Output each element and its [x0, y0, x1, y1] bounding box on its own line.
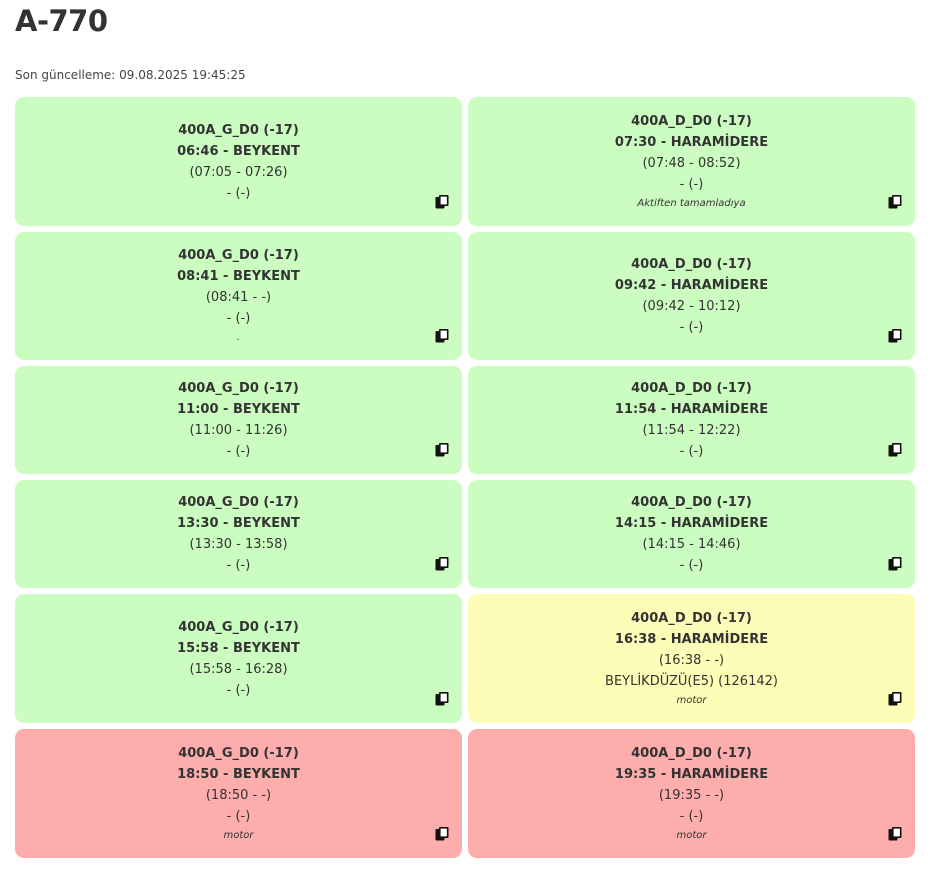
trip-note: Aktiften tamamladıya: [637, 197, 746, 209]
copy-icon[interactable]: [888, 692, 902, 706]
trip-vehicle: - (-): [679, 808, 704, 824]
trip-vehicle: - (-): [226, 682, 251, 698]
trip-note: motor: [223, 829, 254, 841]
trip-route: 400A_G_D0 (-17): [178, 122, 299, 138]
trip-actual-times: (19:35 - -): [658, 787, 725, 803]
trip-note: motor: [676, 694, 707, 706]
copy-icon[interactable]: [888, 195, 902, 209]
last-update-text: Son güncelleme: 09.08.2025 19:45:25: [15, 68, 246, 82]
trip-actual-times: (11:00 - 11:26): [189, 423, 288, 438]
copy-icon[interactable]: [888, 329, 902, 343]
trip-route: 400A_D_D0 (-17): [631, 610, 752, 626]
trip-route: 400A_G_D0 (-17): [178, 745, 299, 761]
copy-icon[interactable]: [435, 692, 449, 706]
trip-vehicle: - (-): [226, 444, 251, 459]
trip-vehicle: - (-): [679, 558, 704, 573]
copy-icon[interactable]: [888, 557, 902, 571]
trip-route: 400A_G_D0 (-17): [178, 619, 299, 635]
trip-vehicle: - (-): [226, 185, 251, 201]
trip-card[interactable]: 400A_G_D0 (-17) 15:58 - BEYKENT (15:58 -…: [15, 594, 462, 723]
copy-icon[interactable]: [888, 827, 902, 841]
trip-vehicle: - (-): [226, 558, 251, 573]
trip-grid: 400A_G_D0 (-17) 06:46 - BEYKENT (07:05 -…: [15, 97, 915, 864]
trip-departure: 11:00 - BEYKENT: [177, 402, 300, 417]
trip-card[interactable]: 400A_G_D0 (-17) 06:46 - BEYKENT (07:05 -…: [15, 97, 462, 226]
trip-route: 400A_D_D0 (-17): [631, 113, 752, 129]
trip-route: 400A_G_D0 (-17): [178, 495, 299, 510]
trip-actual-times: (15:58 - 16:28): [189, 661, 288, 677]
trip-actual-times: (07:05 - 07:26): [189, 164, 288, 180]
trip-vehicle: BEYLİKDÜZÜ(E5) (126142): [605, 673, 778, 689]
page-title: A-770: [15, 4, 108, 38]
copy-icon[interactable]: [435, 557, 449, 571]
trip-note: motor: [676, 829, 707, 841]
copy-icon[interactable]: [888, 443, 902, 457]
copy-icon[interactable]: [435, 195, 449, 209]
trip-departure: 18:50 - BEYKENT: [177, 766, 300, 782]
trip-card[interactable]: 400A_D_D0 (-17) 11:54 - HARAMİDERE (11:5…: [468, 366, 915, 474]
trip-actual-times: (11:54 - 12:22): [642, 423, 741, 438]
trip-card[interactable]: 400A_G_D0 (-17) 11:00 - BEYKENT (11:00 -…: [15, 366, 462, 474]
copy-icon[interactable]: [435, 443, 449, 457]
copy-icon[interactable]: [435, 827, 449, 841]
trip-departure: 06:46 - BEYKENT: [177, 143, 300, 159]
trip-actual-times: (13:30 - 13:58): [189, 537, 288, 552]
trip-actual-times: (08:41 - -): [205, 290, 272, 305]
trip-departure: 14:15 - HARAMİDERE: [614, 516, 769, 531]
trip-route: 400A_D_D0 (-17): [631, 745, 752, 761]
trip-route: 400A_G_D0 (-17): [178, 381, 299, 396]
trip-departure: 15:58 - BEYKENT: [177, 640, 300, 656]
trip-departure: 16:38 - HARAMİDERE: [614, 631, 769, 647]
trip-card[interactable]: 400A_D_D0 (-17) 14:15 - HARAMİDERE (14:1…: [468, 480, 915, 588]
trip-departure: 13:30 - BEYKENT: [177, 516, 300, 531]
trip-route: 400A_D_D0 (-17): [631, 495, 752, 510]
trip-actual-times: (07:48 - 08:52): [642, 155, 741, 171]
trip-actual-times: (16:38 - -): [658, 652, 725, 668]
trip-actual-times: (18:50 - -): [205, 787, 272, 803]
trip-departure: 19:35 - HARAMİDERE: [614, 766, 769, 782]
trip-note: .: [236, 332, 241, 343]
trip-vehicle: - (-): [226, 311, 251, 326]
trip-card[interactable]: 400A_G_D0 (-17) 08:41 - BEYKENT (08:41 -…: [15, 232, 462, 360]
trip-departure: 08:41 - BEYKENT: [177, 269, 300, 284]
trip-card[interactable]: 400A_D_D0 (-17) 07:30 - HARAMİDERE (07:4…: [468, 97, 915, 226]
trip-departure: 11:54 - HARAMİDERE: [614, 402, 769, 417]
trip-vehicle: - (-): [679, 444, 704, 459]
trip-route: 400A_D_D0 (-17): [631, 381, 752, 396]
trip-actual-times: (14:15 - 14:46): [642, 537, 741, 552]
trip-card[interactable]: 400A_D_D0 (-17) 09:42 - HARAMİDERE (09:4…: [468, 232, 915, 360]
trip-actual-times: (09:42 - 10:12): [642, 299, 741, 314]
trip-vehicle: - (-): [679, 176, 704, 192]
trip-departure: 09:42 - HARAMİDERE: [614, 278, 769, 293]
trip-card[interactable]: 400A_D_D0 (-17) 19:35 - HARAMİDERE (19:3…: [468, 729, 915, 858]
trip-card[interactable]: 400A_D_D0 (-17) 16:38 - HARAMİDERE (16:3…: [468, 594, 915, 723]
trip-vehicle: - (-): [679, 320, 704, 335]
trip-card[interactable]: 400A_G_D0 (-17) 13:30 - BEYKENT (13:30 -…: [15, 480, 462, 588]
trip-vehicle: - (-): [226, 808, 251, 824]
trip-departure: 07:30 - HARAMİDERE: [614, 134, 769, 150]
copy-icon[interactable]: [435, 329, 449, 343]
trip-card[interactable]: 400A_G_D0 (-17) 18:50 - BEYKENT (18:50 -…: [15, 729, 462, 858]
trip-route: 400A_G_D0 (-17): [178, 248, 299, 263]
trip-route: 400A_D_D0 (-17): [631, 257, 752, 272]
